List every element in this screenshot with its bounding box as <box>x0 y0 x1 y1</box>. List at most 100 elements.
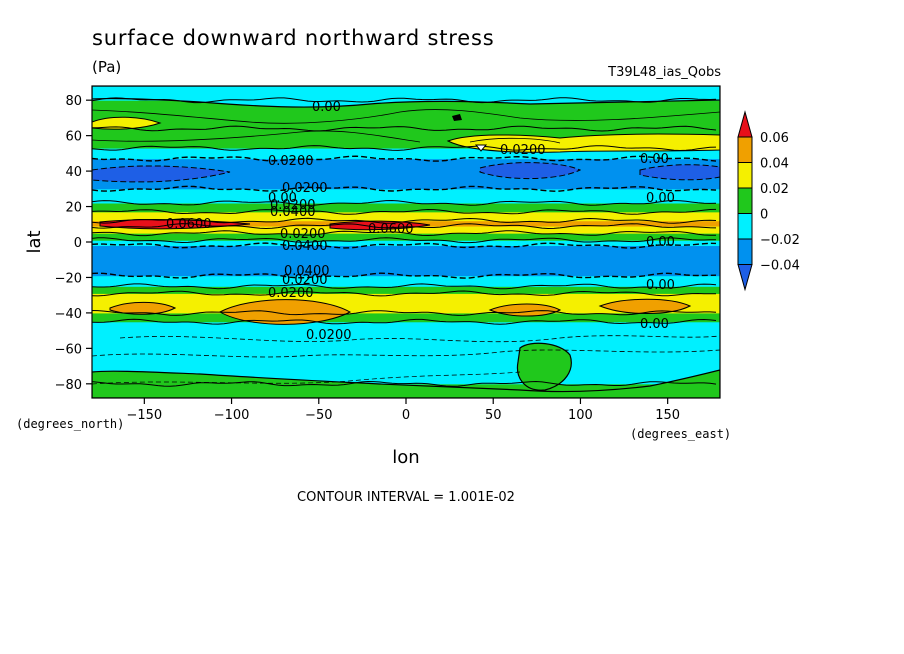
colorbar-tick-label: 0 <box>760 208 768 223</box>
x-axis: −150 −100 −50 0 50 100 150 <box>126 398 680 423</box>
lat-band <box>92 211 720 222</box>
contour-line <box>92 199 717 206</box>
contour-label: 0.0600 <box>368 222 414 237</box>
small-black-blob <box>452 114 462 121</box>
small-triangle-marker <box>474 144 488 152</box>
chart-title: surface downward northward stress <box>92 26 494 50</box>
contour-line <box>92 230 717 237</box>
y-tick-label: −40 <box>55 307 82 322</box>
contour-interval-label: CONTOUR INTERVAL = 1.001E-02 <box>297 490 515 505</box>
colorbar-tick-label: 0.06 <box>760 131 789 146</box>
y-axis-units: (degrees_north) <box>16 417 124 431</box>
contour-label-layer: 0.00 0.0200 0.0200 0.00 0.0200 0.00 0.00… <box>166 100 675 343</box>
contour-line <box>92 217 717 224</box>
contour-label: 0.0200 <box>280 227 326 242</box>
colorbar-swatch <box>737 187 753 214</box>
contour-label: 0.00 <box>268 191 297 206</box>
contour-line <box>92 310 717 316</box>
contour-label: 0.0400 <box>284 264 330 279</box>
colorbar-tick-label: 0.04 <box>760 157 789 172</box>
southern-green-cap <box>92 369 720 398</box>
northern-cyan-cap <box>92 86 720 108</box>
x-tick-label: 100 <box>568 408 593 423</box>
x-axis-label: lon <box>392 447 419 468</box>
contour-line <box>92 272 717 279</box>
contour-label: 0.00 <box>646 278 675 293</box>
contour-label: 0.0200 <box>270 198 316 213</box>
contour-label: 0.0200 <box>282 273 328 288</box>
lat-band <box>92 240 720 247</box>
contour-label: 0.0200 <box>268 286 314 301</box>
contour-label: 0.0200 <box>306 328 352 343</box>
dashed-contour-south-3 <box>92 371 521 385</box>
y-tick-label: 0 <box>74 236 82 251</box>
contour-line <box>92 318 717 325</box>
chart-units: (Pa) <box>92 58 121 76</box>
contour-line <box>92 125 717 132</box>
green-island-south <box>516 342 572 391</box>
colorbar-tick-label: −0.04 <box>760 259 800 274</box>
orange-cell-south-4 <box>598 298 692 314</box>
dark-blue-cell-north-1 <box>92 165 231 183</box>
contour-label: 0.0200 <box>282 181 328 196</box>
contour-north-3 <box>469 137 561 144</box>
lat-band <box>92 233 720 241</box>
dashed-contour-south-2 <box>119 335 720 343</box>
lat-band <box>92 226 720 234</box>
contour-line <box>92 237 717 244</box>
lat-band <box>92 245 720 277</box>
contour-line <box>92 380 717 387</box>
x-tick-label: 50 <box>485 408 502 423</box>
contour-line <box>92 145 717 152</box>
dataset-label: T39L48_ias_Qobs <box>607 65 721 80</box>
y-tick-label: 80 <box>65 94 82 109</box>
colorbar-swatch <box>737 213 753 240</box>
colorbar: 0.06 0.04 0.02 0 −0.02 −0.04 <box>737 110 800 292</box>
contour-line <box>92 97 717 104</box>
x-tick-label: 150 <box>655 408 680 423</box>
contour-line <box>92 185 717 192</box>
contour-label: 0.00 <box>646 235 675 250</box>
lat-band <box>92 100 720 130</box>
colorbar-min-arrow <box>737 264 753 292</box>
x-tick-label: −100 <box>214 408 250 423</box>
yellow-patch-north-east <box>446 133 720 153</box>
yellow-patch-north <box>92 116 162 130</box>
lat-band <box>92 312 720 323</box>
contour-line <box>92 155 717 162</box>
y-tick-label: −80 <box>55 378 82 393</box>
contour-label: 0.00 <box>312 100 341 115</box>
contour-north-1 <box>92 109 720 124</box>
dashed-contour-south-1 <box>92 349 720 358</box>
y-axis: −80 −60 −40 −20 0 20 40 60 80 <box>55 94 92 393</box>
contour-label: 0.00 <box>640 152 669 167</box>
colorbar-tick-label: −0.02 <box>760 233 800 248</box>
x-tick-label: 0 <box>402 408 410 423</box>
contour-line <box>92 223 717 230</box>
colorbar-swatch <box>737 162 753 189</box>
y-tick-label: 40 <box>65 165 82 180</box>
contour-label: 0.0400 <box>270 205 316 220</box>
x-tick-label: −150 <box>126 408 162 423</box>
y-tick-label: 20 <box>65 201 82 216</box>
contour-line <box>92 290 716 297</box>
lat-band <box>92 203 720 213</box>
contour-label: 0.00 <box>646 191 675 206</box>
contour-label: 0.0600 <box>166 217 212 232</box>
contour-layer <box>92 97 717 387</box>
y-tick-label: 60 <box>65 130 82 145</box>
orange-jet-core-2 <box>329 220 431 231</box>
plot-area <box>92 86 720 398</box>
contour-line <box>92 242 717 249</box>
colorbar-swatch <box>737 136 753 163</box>
gap-markers <box>452 114 488 152</box>
colorbar-tick-label: 0.02 <box>760 182 789 197</box>
y-tick-label: −20 <box>55 271 82 286</box>
lat-band <box>92 275 720 287</box>
lat-band <box>92 188 720 204</box>
x-axis-units: (degrees_east) <box>630 427 731 441</box>
orange-cell-south-2 <box>218 299 352 325</box>
x-tick-label: −50 <box>305 408 332 423</box>
lat-band <box>92 148 720 160</box>
